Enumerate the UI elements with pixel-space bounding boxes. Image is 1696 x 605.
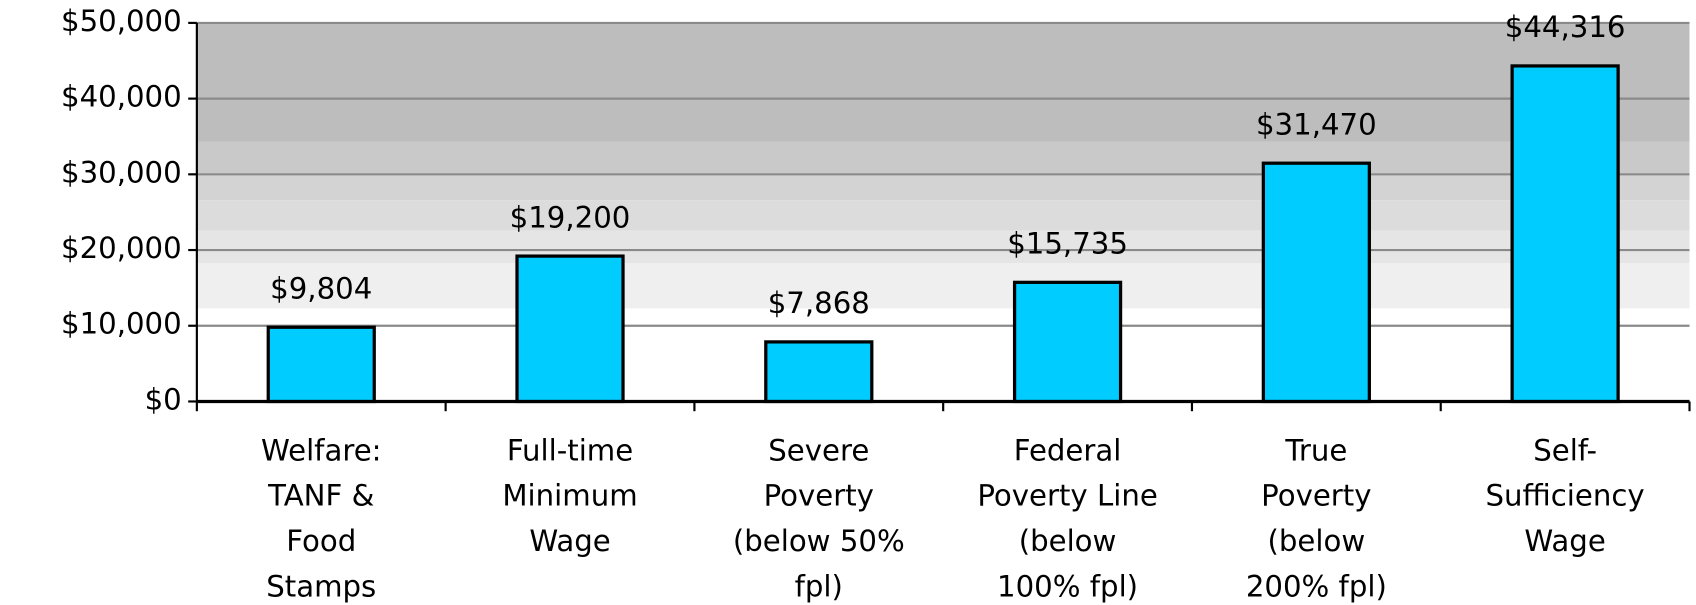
x-tick-label: Stamps <box>266 570 376 604</box>
x-tick-label: Poverty <box>764 479 874 513</box>
x-tick-label: Poverty Line <box>977 479 1157 513</box>
x-tick-label: Severe <box>768 433 869 467</box>
bar <box>515 254 625 404</box>
data-label: $7,868 <box>768 286 870 320</box>
x-tick-label: TANF & <box>267 479 374 513</box>
x-tick-label: Self- <box>1533 433 1597 467</box>
x-tick-label: (below <box>1267 524 1365 558</box>
data-label: $31,470 <box>1256 107 1377 141</box>
x-tick-label: (below <box>1019 524 1117 558</box>
x-tick-label: Wage <box>529 524 610 558</box>
x-tick-label: Poverty <box>1261 479 1371 513</box>
x-tick-label: Welfare: <box>261 433 382 467</box>
y-tick-label: $10,000 <box>61 307 182 341</box>
data-label: $44,316 <box>1505 10 1626 44</box>
x-tick-label: Federal <box>1014 433 1122 467</box>
x-tick-label: fpl) <box>795 570 843 604</box>
x-tick-label: True <box>1284 433 1347 467</box>
y-tick-label: $50,000 <box>61 4 182 38</box>
y-tick-label: $0 <box>145 382 182 416</box>
y-tick-label: $40,000 <box>61 80 182 114</box>
data-label: $19,200 <box>510 200 631 234</box>
x-tick-label: 200% fpl) <box>1246 570 1387 604</box>
bar <box>764 340 874 404</box>
y-tick-label: $30,000 <box>61 155 182 189</box>
x-tick-label: Wage <box>1524 524 1605 558</box>
x-tick-label: (below 50% <box>733 524 905 558</box>
x-tick-label: Food <box>286 524 356 558</box>
bar <box>1261 161 1371 404</box>
y-tick-label: $20,000 <box>61 231 182 265</box>
plot-background <box>196 22 1690 309</box>
bar <box>1012 280 1123 404</box>
data-label: $15,735 <box>1007 227 1128 261</box>
bar <box>1510 64 1620 404</box>
x-tick-label: 100% fpl) <box>997 570 1138 604</box>
x-tick-label: Minimum <box>502 479 637 513</box>
x-tick-label: Full-time <box>507 433 633 467</box>
data-label: $9,804 <box>270 271 372 305</box>
bar <box>266 325 376 404</box>
x-tick-label: Sufficiency <box>1486 479 1645 513</box>
